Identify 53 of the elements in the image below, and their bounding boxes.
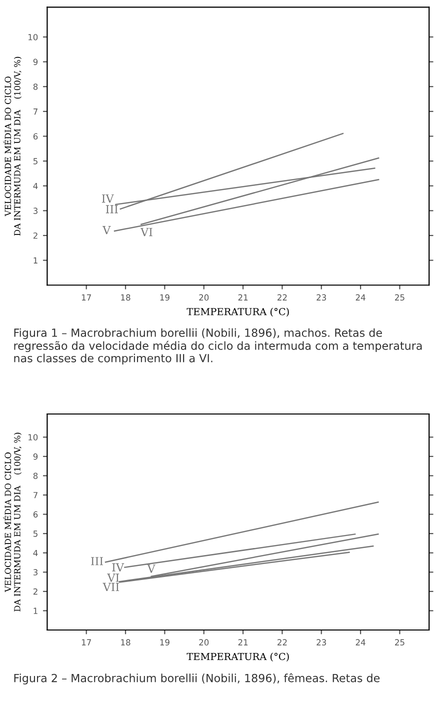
x-tick-label: 25 xyxy=(395,639,404,646)
y-tick-label: 5 xyxy=(34,158,38,164)
y-tick-label: 5 xyxy=(34,530,38,537)
y-tick-label: 9 xyxy=(33,453,38,460)
y-tick-label: 6 xyxy=(33,511,38,518)
y-tick-label: 7 xyxy=(34,492,38,498)
y-tick-label: 2 xyxy=(33,588,38,595)
x-tick-label: 23 xyxy=(316,294,326,301)
x-tick-label: 18 xyxy=(121,639,130,646)
x-tick-label: 22 xyxy=(278,639,287,646)
x-tick-label: 24 xyxy=(356,639,366,646)
x-axis-title: TEMPERATURA (°C) xyxy=(186,652,289,662)
series-label: IV xyxy=(102,194,114,203)
x-tick-label: 19 xyxy=(160,294,170,301)
y-tick-label: 4 xyxy=(33,550,38,556)
text: Figura 1 – Macrobrachium borellii (Nobili, 1896), machos. Retas de regressão da velocidade média do ciclo da intermuda com a temperatura nas classes de comprimento III a VI. xyxy=(14,328,422,364)
y-tick-label: 9 xyxy=(33,58,38,66)
x-tick-label: 25 xyxy=(395,294,404,301)
x-tick-label: 21 xyxy=(238,639,248,646)
x-tick-label: 20 xyxy=(199,639,209,646)
x-tick-label: 17 xyxy=(82,294,91,300)
x-tick-label: 19 xyxy=(160,639,170,646)
x-tick-label: 24 xyxy=(356,294,366,300)
text: Figura 2 – Macrobrachium borellii (Nobili, 1896), fêmeas. Retas de xyxy=(14,673,380,684)
x-tick-label: 17 xyxy=(82,639,91,646)
y-tick-label: 2 xyxy=(33,232,38,239)
y-tick-label: 3 xyxy=(33,569,38,576)
y-tick-label: 1 xyxy=(34,257,38,264)
series-label: V xyxy=(102,226,111,234)
series-label: VI xyxy=(107,574,120,582)
y-tick-label: 6 xyxy=(33,133,38,140)
y-tick-label: 8 xyxy=(33,84,38,90)
x-tick-label: 23 xyxy=(316,639,326,646)
series-label: IV xyxy=(112,563,124,572)
x-tick-label: 18 xyxy=(121,294,130,301)
y-axis-title: VELOCIDADE MÉDIA DO CICLO DA INTERMUDA EM UM DIA (100/V, %) xyxy=(3,56,22,236)
y-axis-title: VELOCIDADE MÉDIA DO CICLO DA INTERMUDA EM UM DIA (100/V, %) xyxy=(3,432,22,612)
y-tick-label: 4 xyxy=(33,182,38,190)
x-tick-label: 21 xyxy=(238,294,248,300)
series-label: VII xyxy=(102,582,120,592)
y-tick-label: 7 xyxy=(34,108,38,115)
y-tick-label: 1 xyxy=(34,608,38,614)
x-tick-label: 22 xyxy=(278,294,287,300)
y-tick-label: 8 xyxy=(33,472,38,479)
x-axis-title: TEMPERATURA (°C) xyxy=(186,308,289,317)
y-tick-label: 3 xyxy=(33,208,38,214)
series-label: V xyxy=(147,564,156,573)
y-tick-label: 10 xyxy=(28,34,38,40)
x-tick-label: 20 xyxy=(199,294,209,301)
series-label: III xyxy=(91,557,103,566)
y-tick-label: 10 xyxy=(28,434,38,440)
series-label: VI xyxy=(140,228,152,236)
series-label: III xyxy=(106,205,118,214)
